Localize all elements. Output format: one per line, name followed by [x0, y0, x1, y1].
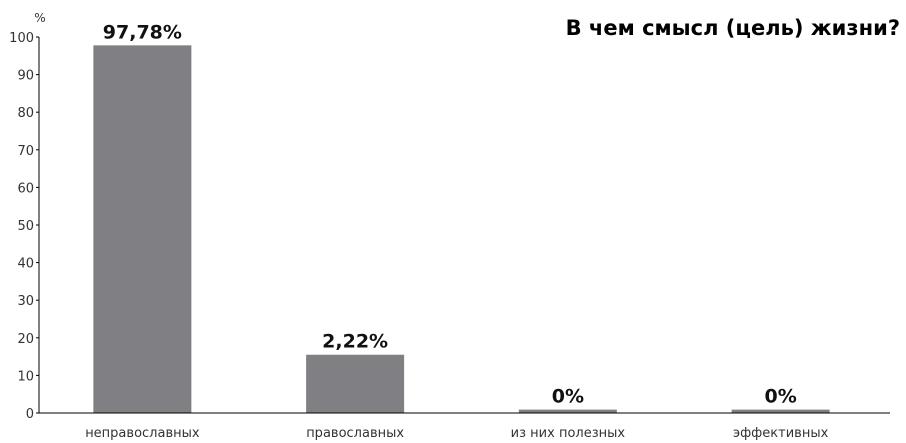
y-tick-label: 60: [17, 181, 34, 196]
bar-data-label: 97,78%: [103, 21, 182, 43]
x-category-label: из них полезных: [511, 426, 626, 441]
bar: [731, 409, 830, 413]
y-tick-label: 40: [17, 257, 34, 272]
bar: [518, 409, 617, 413]
y-tick-label: 0: [26, 407, 34, 422]
y-tick-label: 90: [17, 69, 34, 84]
x-category-label: православных: [306, 426, 404, 441]
y-tick-label: 20: [17, 332, 34, 347]
y-tick-label: 30: [17, 294, 34, 309]
bar-data-label: 0%: [764, 386, 796, 408]
bar: [93, 45, 192, 413]
bar-data-label: 0%: [552, 386, 584, 408]
y-tick-label: 70: [17, 144, 34, 159]
x-category-label: неправославных: [85, 426, 200, 441]
chart-title: В чем смысл (цель) жизни?: [565, 16, 900, 40]
y-tick-label: 10: [17, 369, 34, 384]
bar-data-label: 2,22%: [322, 331, 388, 353]
bars: 97,78% 2,22% 0% 0%: [93, 21, 830, 413]
x-category-label: эффективных: [733, 426, 829, 441]
bar: [306, 354, 405, 413]
y-tick-label: 50: [17, 219, 34, 234]
x-axis: неправославных православных из них полезны…: [39, 412, 890, 441]
y-tick-label: 100: [9, 31, 34, 46]
y-axis-unit-label: %: [34, 11, 45, 25]
y-axis: % 0 10 20 30 40 50 60 70 80 90 100: [9, 11, 46, 422]
y-tick-label: 80: [17, 106, 34, 121]
